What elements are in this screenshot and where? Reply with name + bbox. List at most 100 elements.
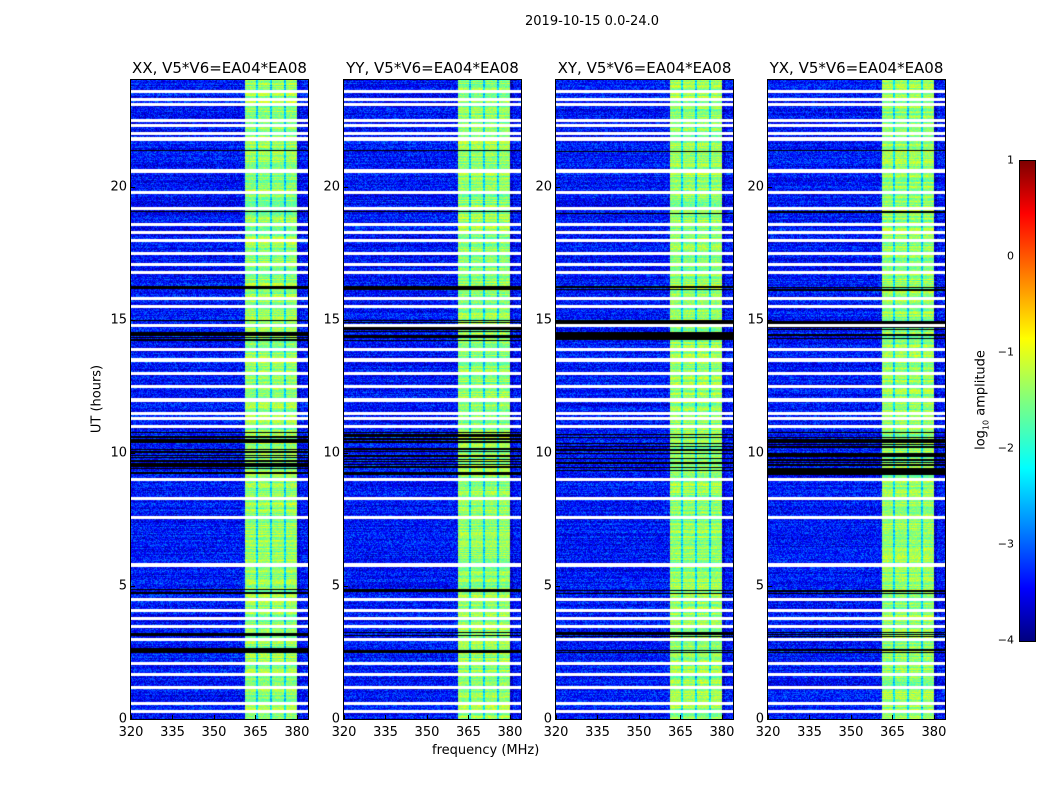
x-tick-label: 320: [118, 725, 144, 740]
x-tick-label: 350: [838, 725, 864, 740]
x-tick-label: 380: [921, 725, 947, 740]
y-tick-mark: [344, 452, 348, 454]
y-tick-mark: [768, 452, 772, 454]
y-tick-mark: [344, 319, 348, 321]
x-tick-label: 350: [626, 725, 652, 740]
y-tick-label: 0: [755, 711, 764, 727]
y-tick-label: 15: [535, 312, 552, 328]
y-tick-label: 0: [331, 711, 340, 727]
y-tick-mark: [131, 319, 135, 321]
panel-title: XY, V5*V6=EA04*EA08: [557, 59, 732, 77]
y-tick-label: 20: [323, 179, 340, 194]
x-tick-mark: [597, 715, 599, 719]
colorbar-label-sub: 10: [981, 419, 991, 431]
y-tick-mark: [131, 585, 135, 587]
y-tick-label: 20: [110, 179, 127, 194]
y-tick-mark: [768, 585, 772, 587]
x-tick-mark: [385, 715, 387, 719]
y-tick-mark: [768, 186, 772, 188]
x-tick-mark: [721, 715, 723, 719]
y-tick-label: 15: [110, 312, 127, 328]
x-tick-mark: [131, 715, 132, 719]
x-tick-mark: [638, 715, 640, 719]
x-tick-label: 380: [709, 725, 735, 740]
x-tick-mark: [850, 715, 852, 719]
y-tick-label: 20: [535, 179, 552, 194]
x-tick-mark: [172, 715, 174, 719]
y-tick-mark: [131, 452, 135, 454]
colorbar: [1019, 160, 1036, 642]
waterfall-heatmap: [768, 80, 945, 719]
panel-title: YX, V5*V6=EA04*EA08: [769, 59, 944, 77]
y-axis-label: UT (hours): [89, 364, 105, 434]
colorbar-tick-label: −2: [997, 441, 1014, 455]
y-tick-mark: [556, 452, 560, 454]
spectrogram-panel-yx: [767, 79, 946, 720]
y-tick-label: 5: [118, 578, 127, 594]
y-tick-label: 10: [747, 445, 764, 461]
y-tick-mark: [131, 719, 135, 720]
x-tick-label: 335: [160, 725, 185, 740]
y-tick-mark: [131, 186, 135, 188]
x-tick-mark: [892, 715, 894, 719]
x-tick-label: 350: [414, 725, 440, 740]
y-tick-label: 20: [747, 179, 764, 194]
y-tick-label: 0: [543, 711, 552, 727]
panel-title: XX, V5*V6=EA04*EA08: [132, 59, 307, 77]
colorbar-label-suffix: amplitude: [973, 350, 989, 420]
x-tick-label: 335: [373, 725, 398, 740]
x-tick-mark: [426, 715, 428, 719]
spectrogram-panel-xy: [555, 79, 734, 720]
y-tick-label: 10: [535, 445, 552, 461]
x-tick-label: 320: [543, 725, 569, 740]
y-tick-label: 10: [323, 445, 340, 461]
x-tick-mark: [344, 715, 345, 719]
panel-title: YY, V5*V6=EA04*EA08: [346, 59, 519, 77]
waterfall-heatmap: [344, 80, 521, 719]
x-tick-mark: [933, 715, 935, 719]
y-tick-mark: [344, 186, 348, 188]
x-tick-label: 365: [243, 725, 268, 740]
spectrogram-panel-yy: [343, 79, 522, 720]
x-tick-label: 350: [201, 725, 227, 740]
colorbar-tick-label: −3: [997, 537, 1014, 551]
waterfall-heatmap: [131, 80, 308, 719]
x-tick-label: 365: [456, 725, 481, 740]
y-tick-label: 15: [747, 312, 764, 328]
y-tick-mark: [344, 719, 348, 720]
x-tick-label: 335: [797, 725, 822, 740]
y-tick-label: 15: [323, 312, 340, 328]
colorbar-label-prefix: log: [973, 430, 989, 450]
x-tick-mark: [255, 715, 257, 719]
colorbar-tick-label: 0: [1007, 249, 1014, 263]
x-tick-mark: [509, 715, 511, 719]
y-tick-mark: [768, 319, 772, 321]
y-tick-label: 10: [110, 445, 127, 461]
colorbar-label: log10 amplitude: [974, 350, 991, 450]
x-tick-mark: [468, 715, 470, 719]
colorbar-tick-label: 1: [1007, 153, 1014, 167]
x-tick-label: 380: [497, 725, 523, 740]
x-tick-mark: [768, 715, 769, 719]
x-tick-mark: [213, 715, 215, 719]
x-axis-label: frequency (MHz): [432, 743, 540, 758]
y-tick-mark: [768, 719, 772, 720]
y-tick-mark: [344, 585, 348, 587]
x-tick-label: 365: [668, 725, 693, 740]
y-tick-mark: [556, 186, 560, 188]
colorbar-tick-label: −4: [997, 633, 1014, 647]
y-tick-mark: [556, 585, 560, 587]
y-tick-label: 5: [543, 578, 552, 594]
x-tick-mark: [296, 715, 298, 719]
x-tick-mark: [680, 715, 682, 719]
x-tick-label: 335: [585, 725, 610, 740]
figure-title: 2019-10-15 0.0-24.0: [525, 14, 659, 29]
x-tick-label: 365: [880, 725, 905, 740]
x-tick-mark: [809, 715, 811, 719]
y-tick-label: 5: [755, 578, 764, 594]
x-tick-label: 320: [755, 725, 781, 740]
spectrogram-panel-xx: [130, 79, 309, 720]
waterfall-heatmap: [556, 80, 733, 719]
y-tick-mark: [556, 319, 560, 321]
